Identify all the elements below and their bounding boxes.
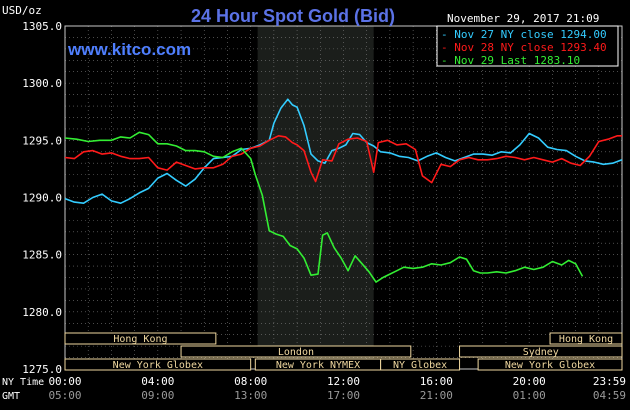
series-line (64, 135, 622, 184)
watermark-label: www.kitco.com (67, 40, 191, 59)
session-bar (64, 358, 252, 371)
y-tick-label: 1275.0 (22, 363, 62, 376)
x-row-label-ny: NY Time (2, 377, 44, 388)
x-tick-label-ny: 00:00 (48, 375, 81, 388)
session-label: Hong Kong (559, 334, 613, 345)
chart-title: 24 Hour Spot Gold (Bid) (191, 6, 395, 26)
session-bar (459, 345, 623, 358)
legend-entry: - Nov 28 NY close 1293.40 (441, 41, 607, 54)
session-bar (477, 358, 623, 371)
legend-box (436, 25, 619, 67)
x-tick-label-ny: 20:00 (513, 375, 546, 388)
x-row-label-gmt: GMT (2, 391, 20, 402)
x-tick-label-gmt: 01:00 (513, 389, 546, 402)
y-tick-label: 1290.0 (22, 192, 62, 205)
x-tick-label-ny: 12:00 (327, 375, 360, 388)
x-tick-label-ny: 04:00 (141, 375, 174, 388)
x-tick-label-ny: 23:59 (593, 375, 626, 388)
y-tick-label: 1280.0 (22, 306, 62, 319)
session-bar (180, 345, 412, 358)
session-label: NY Globex (393, 360, 447, 371)
timestamp: November 29, 2017 21:09 (447, 12, 599, 25)
series-line (64, 131, 584, 283)
y-unit-label: USD/oz (2, 4, 42, 17)
session-bar (380, 358, 461, 371)
session-label: New York Globex (505, 360, 595, 371)
y-tick-label: 1285.0 (22, 249, 62, 262)
x-tick-label-gmt: 09:00 (141, 389, 174, 402)
x-tick-label-ny: 16:00 (420, 375, 453, 388)
y-tick-label: 1295.0 (22, 134, 62, 147)
session-label: New York NYMEX (276, 360, 360, 371)
session-label: New York Globex (113, 360, 203, 371)
session-label: Hong Kong (113, 334, 167, 345)
legend-entry: - Nov 27 NY close 1294.00 (441, 28, 607, 41)
x-tick-label-gmt: 04:59 (593, 389, 626, 402)
x-tick-label-gmt: 13:00 (234, 389, 267, 402)
session-bar (549, 332, 623, 345)
x-tick-label-gmt: 21:00 (420, 389, 453, 402)
y-tick-label: 1300.0 (22, 77, 62, 90)
x-tick-label-gmt: 05:00 (48, 389, 81, 402)
session-label: London (278, 347, 314, 358)
x-tick-label-ny: 08:00 (234, 375, 267, 388)
legend-entry: - Nov 29 Last 1283.10 (441, 54, 580, 67)
session-bar (64, 332, 217, 345)
x-tick-label-gmt: 17:00 (327, 389, 360, 402)
series-line (64, 98, 623, 204)
nymex-session-shade (257, 26, 374, 369)
y-tick-label: 1305.0 (22, 20, 62, 33)
session-label: Sydney (523, 347, 559, 358)
